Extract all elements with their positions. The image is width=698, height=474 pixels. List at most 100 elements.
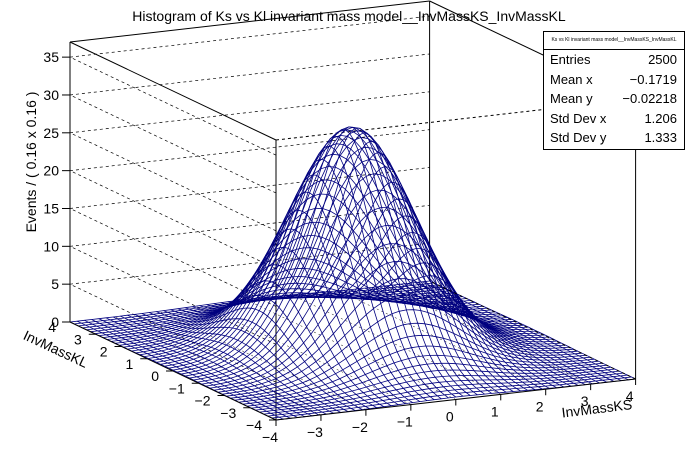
y-tick-label: 0 bbox=[151, 368, 159, 384]
stats-label: Mean y bbox=[550, 91, 593, 107]
z-tick-label: 20 bbox=[43, 163, 59, 179]
z-tick-label: 35 bbox=[43, 49, 59, 65]
surface-mesh-line-y bbox=[400, 283, 607, 383]
surface-mesh-line-y bbox=[386, 285, 593, 385]
surface-mesh-line-y bbox=[407, 283, 615, 382]
z-tick-label: 0 bbox=[51, 314, 59, 330]
floor-gridline-x bbox=[249, 301, 456, 400]
x-tick-label: −4 bbox=[262, 429, 278, 445]
back-top-edge bbox=[69, 0, 430, 43]
surface-mesh-line-y bbox=[328, 262, 536, 390]
surface-mesh-line-y bbox=[256, 127, 464, 397]
z-tick-label: 10 bbox=[43, 238, 59, 254]
stats-value: −0.02218 bbox=[622, 91, 677, 107]
surface-mesh-line-y bbox=[177, 264, 385, 408]
floor-right-edge bbox=[429, 280, 636, 380]
surface-mesh-line-x bbox=[247, 362, 607, 407]
surface-mesh-line-y bbox=[141, 313, 349, 412]
surface-mesh-line-y bbox=[184, 246, 392, 407]
stats-label: Entries bbox=[550, 52, 591, 67]
stats-box-title: Ks vs Kl invariant mass model__InvMassKS… bbox=[544, 32, 684, 50]
surface-mesh-line-y bbox=[292, 181, 500, 394]
stats-row-stddev-x: Std Dev x 1.206 bbox=[544, 109, 684, 129]
y-tick-label: 2 bbox=[100, 344, 108, 360]
y-tick-label: 1 bbox=[125, 356, 133, 372]
left-top-edge bbox=[69, 41, 277, 141]
surface-mesh-line-x bbox=[156, 143, 517, 363]
chart-title: Histogram of Ks vs Kl invariant mass mod… bbox=[132, 8, 566, 24]
y-tick-label: −4 bbox=[246, 417, 262, 433]
surface-mesh-line-y bbox=[206, 191, 413, 403]
surface-mesh-line-y bbox=[105, 317, 313, 417]
y-tick-label: −3 bbox=[220, 405, 236, 421]
z-gridline bbox=[69, 15, 430, 58]
surface-mesh-line-y bbox=[393, 284, 600, 384]
y-tick-label: 4 bbox=[48, 319, 56, 335]
surface-mesh-line-y bbox=[120, 315, 327, 415]
z-gridline bbox=[69, 208, 277, 307]
surface-mesh-line-y bbox=[242, 129, 449, 399]
surface-mesh-line-y bbox=[299, 198, 507, 393]
stats-row-mean-y: Mean y −0.02218 bbox=[544, 89, 684, 109]
surface-mesh-line-y bbox=[350, 289, 557, 388]
surface-mesh-line-y bbox=[228, 145, 435, 401]
surface-mesh-line-y bbox=[264, 132, 471, 396]
surface-mesh-line-y bbox=[91, 319, 298, 418]
stats-row-entries: Entries 2500 bbox=[544, 50, 684, 70]
x-tick-label: −3 bbox=[307, 424, 323, 440]
surface-mesh-line-y bbox=[84, 319, 291, 419]
stats-row-stddev-y: Std Dev y 1.333 bbox=[544, 128, 684, 148]
z-tick-label: 5 bbox=[51, 276, 59, 292]
z-gridline bbox=[69, 94, 277, 194]
stats-label: Std Dev y bbox=[550, 130, 607, 146]
surface-mesh-line-y bbox=[371, 287, 579, 386]
z-tick-label: 15 bbox=[43, 200, 59, 216]
surface-mesh-line-y bbox=[422, 281, 629, 381]
surface-mesh-line-y bbox=[163, 294, 370, 409]
x-tick-label: 2 bbox=[536, 398, 544, 414]
z-gridline bbox=[69, 246, 277, 345]
surface-mesh-line-y bbox=[134, 314, 341, 413]
x-tick-label: 3 bbox=[581, 393, 589, 409]
z-gridline bbox=[69, 170, 277, 269]
surface-mesh-line-x bbox=[205, 224, 566, 387]
z-gridline bbox=[69, 91, 430, 134]
surface-mesh-line-x bbox=[111, 276, 471, 342]
z-tick-label: 25 bbox=[43, 125, 59, 141]
surface-mesh-line-y bbox=[307, 215, 514, 392]
x-tick-label: 4 bbox=[626, 388, 634, 404]
y-tick-label: −1 bbox=[169, 380, 185, 396]
stats-label: Mean x bbox=[550, 71, 593, 87]
x-tick-label: 0 bbox=[446, 409, 454, 425]
surface-mesh-line-y bbox=[213, 174, 421, 402]
z-gridline bbox=[69, 242, 430, 285]
stats-value: 2500 bbox=[648, 52, 677, 67]
x-tick-label: −2 bbox=[352, 419, 368, 435]
surface-mesh-line-y bbox=[278, 152, 485, 395]
floor-gridline-x bbox=[294, 296, 501, 395]
z-axis-title: Events / ( 0.16 x 0.16 ) bbox=[23, 92, 39, 233]
stats-value: −0.1719 bbox=[629, 71, 677, 87]
stats-label: Std Dev x bbox=[550, 110, 607, 126]
stats-value: 1.333 bbox=[644, 130, 677, 146]
floor-gridline-x bbox=[204, 306, 411, 405]
y-tick-label: 3 bbox=[74, 331, 82, 347]
stats-value: 1.206 bbox=[644, 110, 677, 126]
x-tick-label: 1 bbox=[491, 403, 499, 419]
surface-mesh-line-y bbox=[415, 282, 622, 381]
surface-mesh-line-y bbox=[343, 286, 550, 389]
surface-mesh-line-x bbox=[86, 288, 447, 331]
surface-mesh-line-y bbox=[148, 312, 356, 411]
y-tick-label: −2 bbox=[195, 393, 211, 409]
surface-mesh-line-y bbox=[98, 318, 305, 418]
stats-row-mean-x: Mean x −0.1719 bbox=[544, 70, 684, 90]
stats-box: Ks vs Kl invariant mass model__InvMassKS… bbox=[543, 31, 685, 150]
z-gridline bbox=[69, 56, 277, 156]
z-gridline bbox=[69, 53, 430, 96]
surface-mesh-line-y bbox=[113, 316, 320, 416]
surface-mesh-line-y bbox=[321, 248, 528, 391]
x-axis-title: InvMassKS bbox=[561, 396, 633, 421]
surface-mesh-line-y bbox=[271, 140, 478, 396]
surface-mesh-line-y bbox=[170, 280, 377, 409]
